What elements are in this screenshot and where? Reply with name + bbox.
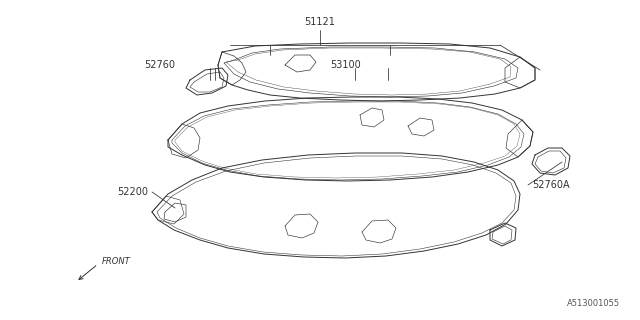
Text: 53100: 53100 bbox=[330, 60, 361, 70]
Text: FRONT: FRONT bbox=[102, 257, 131, 266]
Text: 51121: 51121 bbox=[305, 17, 335, 27]
Text: A513001055: A513001055 bbox=[567, 299, 620, 308]
Text: 52760A: 52760A bbox=[532, 180, 570, 190]
Text: 52760: 52760 bbox=[144, 60, 175, 70]
Text: 52200: 52200 bbox=[117, 187, 148, 197]
